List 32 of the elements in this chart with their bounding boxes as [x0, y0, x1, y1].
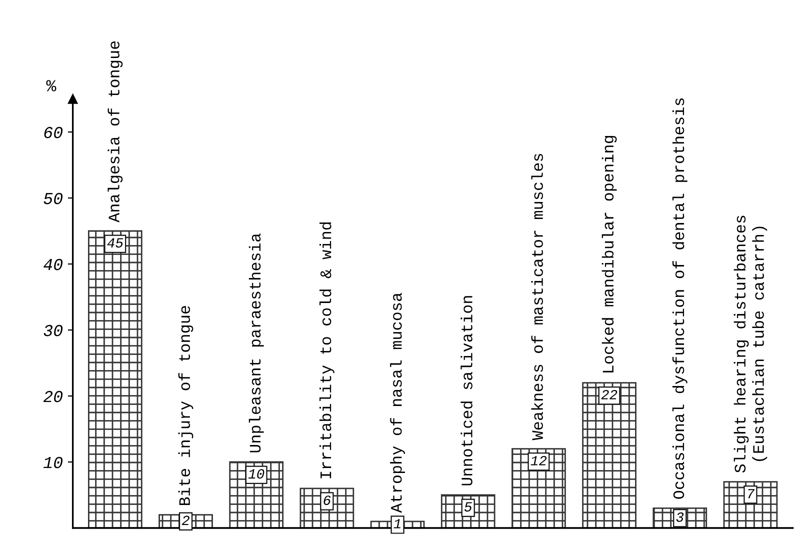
bar — [512, 448, 566, 528]
y-tick-label: 30 — [44, 324, 63, 336]
data-label: 3 — [676, 512, 684, 522]
bar — [723, 481, 778, 528]
y-tick-label: 20 — [43, 390, 63, 402]
x-tick-label: Unnoticed salivation — [460, 296, 472, 486]
y-tick-label: 10 — [44, 456, 63, 468]
x-tick-label: Bite injury of tongue — [178, 306, 194, 505]
x-tick-label: Analgesia of tongue — [108, 41, 123, 222]
y-axis-title: % — [46, 80, 56, 92]
bar — [582, 382, 636, 528]
data-label: 12 — [530, 456, 547, 466]
bar — [229, 461, 284, 528]
data-label: 45 — [107, 238, 124, 248]
data-label: 2 — [182, 516, 190, 525]
x-tick-label: Locked mandibular opening — [602, 136, 617, 372]
y-tick-label: 40 — [44, 258, 63, 270]
bar — [88, 230, 142, 528]
data-label: 6 — [324, 496, 331, 505]
x-tick-label: Slight hearing disturbances (Eustachian tube catarrh) — [734, 216, 768, 473]
y-tick-label: 50 — [44, 192, 63, 204]
x-tick-label: Weakness of masticator muscles — [531, 154, 543, 440]
y-tick-label: 60 — [44, 126, 63, 138]
x-tick-label: Occasional dysfunction of dental prothesis — [672, 98, 688, 499]
x-tick-label: Atrophy of nasal mucosa — [390, 292, 405, 513]
data-label: 22 — [601, 390, 618, 400]
data-label: 7 — [748, 489, 755, 498]
data-label: 10 — [248, 469, 264, 479]
x-tick-label: Irritability to cold & wind — [319, 222, 334, 478]
data-label: 5 — [464, 502, 472, 512]
x-tick-label: Unpleasant paraesthesia — [248, 234, 264, 452]
data-label: 1 — [394, 519, 400, 528]
